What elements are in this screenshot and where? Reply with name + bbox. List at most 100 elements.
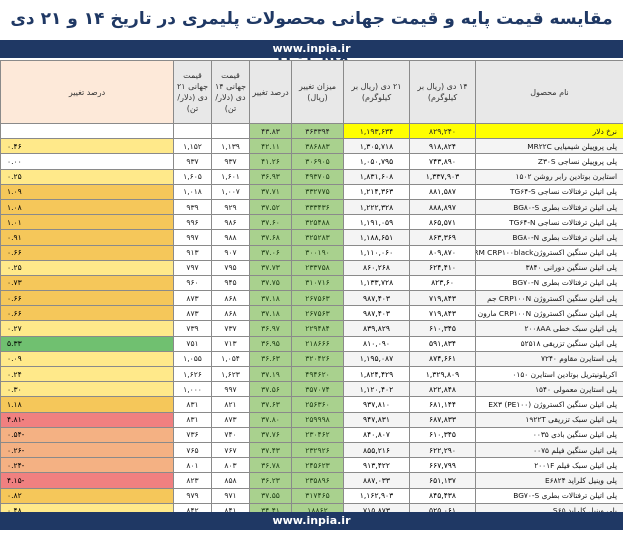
product-name-cell: پلی استایرن مقاوم ۷۲۴۰	[475, 350, 623, 368]
world-price-14-cell: ۸۶۸	[211, 290, 250, 307]
change-amount-cell: ۳۰۰۱۹۰	[291, 244, 344, 261]
price-14-cell: ۵۹۱,۸۳۴	[409, 335, 476, 352]
table-row: پلی اتیلن ترفتالات بطری BG۸۰-S ۸۸۸,۸۹۷ ۱,۲…	[0, 198, 623, 216]
world-price-21-cell: ۷۵۱	[173, 335, 212, 352]
change-amount-cell: ۲۳۲۹۲۶	[291, 441, 344, 459]
price-21-cell: ۱,۱۲۰,۴۰۲	[343, 381, 410, 398]
world-price-21-cell: ۷۳۹	[173, 320, 212, 337]
product-name-cell: پلی اتیلن سبک خطی ۲۰۰۸AA	[475, 320, 623, 337]
header-price-14: ۱۴ دی (ریال بر کیلوگرم)	[409, 60, 476, 124]
change-amount-cell: ۳۲۰۴۲۶	[291, 350, 344, 368]
header-world-change-percent: درصد تغییر	[0, 60, 174, 124]
price-14-cell: ۶۲۴,۴۱۰	[409, 259, 476, 276]
price-21-cell: ۹۸۷,۴۰۳	[343, 305, 410, 322]
table-row: پلی اتیلن سبک تزریقی ۱۹۲۲T ۶۸۷,۸۳۳ ۹۴۷,۸۳۱…	[0, 411, 623, 428]
world-price-14-cell: ۷۶۷	[211, 441, 250, 459]
header-world-price-21: قیمت جهانی ۲۱ دی (دلار/تن)	[173, 60, 212, 124]
change-percent-cell: ۳۷.۶۸	[249, 229, 292, 246]
product-name-cell: پلی اتیلن ترفتالات نساجی TG۶۴-N	[475, 214, 623, 231]
table-row: پلی پروپیلن شیمیایی MR۲۲C ۹۱۸,۸۲۴ ۱,۳۰۵,۷۱…	[0, 138, 623, 155]
price-14-cell: ۶۱۰,۳۴۵	[409, 320, 476, 337]
change-percent-cell: ۳۶.۷۸	[249, 457, 292, 474]
header-price-21: ۲۱ دی (ریال بر کیلوگرم)	[343, 60, 410, 124]
world-price-21-cell: ۱,۱۵۲	[173, 138, 212, 155]
world-price-14-cell: ۹۸۸	[211, 229, 250, 246]
price-14-cell: ۸۲۳,۶۰	[409, 274, 476, 292]
change-percent-cell: ۳۶.۹۳	[249, 168, 292, 185]
table-row: پلی اتیلن سنگین اکستروژن EX۳ (PE۱۰۰) ۶۸۱,…	[0, 396, 623, 413]
world-change-percent-cell: ۱.۰۱	[0, 214, 174, 231]
world-price-21-cell: ۷۹۷	[173, 259, 212, 276]
world-change-percent-cell: ۰.۰۹	[0, 350, 174, 368]
world-price-14-cell: ۸۰۳	[211, 457, 250, 474]
world-change-percent-cell: ۰.۷۳	[0, 274, 174, 292]
product-name-cell: پلی اتیلن سنگین اکستروژنARM CRP۱۰۰black	[475, 244, 623, 261]
world-price-14-cell: ۹۴۵	[211, 274, 250, 292]
world-change-percent-cell: ۰.۶۶	[0, 290, 174, 307]
change-percent-cell: ۴۱.۲۶	[249, 153, 292, 170]
header-product-name: نام محصول	[475, 60, 623, 124]
world-price-14-cell: ۹۹۷	[211, 381, 250, 398]
price-21-cell: ۱,۸۳۱,۶۰۸	[343, 168, 410, 185]
table-row: پلی اتیلن سنگین تزریقی ۵۲۵۱۸ ۵۹۱,۸۳۴ ۸۱۰,۰…	[0, 335, 623, 352]
change-percent-cell: ۳۷.۸۰	[249, 411, 292, 428]
product-name-cell: پلی اتیلن ترفتالات بطری BG۷۰-N	[475, 274, 623, 292]
table-row: پلی اتیلن سبک خطی ۲۰۰۸AA ۶۱۰,۳۴۵ ۸۳۹,۸۲۹ ۲۲…	[0, 320, 623, 337]
world-price-21-cell: ۹۷۹	[173, 487, 212, 504]
page-title: مقایسه قیمت پایه و قیمت جهانی محصولات پل…	[0, 0, 623, 67]
world-change-percent-cell: ۰.۴۶	[0, 138, 174, 155]
world-price-14-cell: ۸۲۱	[211, 396, 250, 413]
price-21-cell: ۱,۰۵۰,۷۹۵	[343, 153, 410, 170]
price-14-cell: ۷۱۹,۸۴۳	[409, 290, 476, 307]
table-row: پلی استایرن معمولی ۱۵۴۰ ۸۲۲,۸۴۸ ۱,۱۲۰,۴۰۲ ۳…	[0, 381, 623, 398]
product-name-cell: پلی اتیلن سنگین فیلم ۰۰۷۵	[475, 441, 623, 459]
table-row: پلی وینیل کلراید E۶۸۲۴ ۶۵۱,۱۳۷ ۸۸۷,۰۳۳ ۲۳۵۸…	[0, 472, 623, 489]
world-price-21-cell: ۹۳۷	[173, 153, 212, 170]
world-price-21-cell: ۸۷۳	[173, 290, 212, 307]
change-percent-cell: ۳۷.۱۸	[249, 305, 292, 322]
price-14-cell: ۸۰۹,۸۷۰	[409, 244, 476, 261]
change-percent-cell: ۳۶.۹۵	[249, 335, 292, 352]
change-amount-cell: ۲۵۶۳۶۰	[291, 396, 344, 413]
product-name-cell: پلی اتیلن سنگین اکستروژن EX۳ (PE۱۰۰)	[475, 396, 623, 413]
change-amount-cell: ۴۹۳۷۰۵	[291, 168, 344, 185]
world-price-21-cell: ۸۷۳	[173, 305, 212, 322]
price-21-cell: ۱,۱۹۱,۰۵۹	[343, 214, 410, 231]
product-name-cell: پلی اتیلن سنگین اکستروژن CRP۱۰۰N مارون	[475, 305, 623, 322]
world-price-14-cell: ۷۳۷	[211, 320, 250, 337]
table-row: پلی اتیلن ترفتالات بطری BG۷۰-S ۸۴۵,۴۳۸ ۱,۱…	[0, 487, 623, 504]
change-percent-cell: ۳۷.۴۳	[249, 441, 292, 459]
world-change-percent-cell: -۰.۲۶	[0, 441, 174, 459]
world-price-14-cell: ۹۳۷	[211, 153, 250, 170]
price-21-cell: ۱,۲۱۴,۳۶۳	[343, 183, 410, 200]
world-change-percent-cell: ۰.۸۲	[0, 487, 174, 504]
price-14-cell: ۶۸۷,۸۳۳	[409, 411, 476, 428]
world-price-14-cell: ۱,۱۳۹	[211, 138, 250, 155]
change-percent-cell: ۳۷.۰۶	[249, 244, 292, 261]
product-name-cell: پلی اتیلن سنگین بادی ۰۰۳۵	[475, 426, 623, 443]
price-21-cell: ۹۱۳,۴۲۲	[343, 457, 410, 474]
world-price-21-cell: ۱,۶۲۶	[173, 365, 212, 383]
price-21-cell: ۱,۳۰۵,۷۱۸	[343, 138, 410, 155]
price-21-cell: ۹۴۷,۸۳۱	[343, 411, 410, 428]
price-14-cell: ۸۷۴,۶۶۱	[409, 350, 476, 368]
world-price-14-cell: ۷۴۰	[211, 426, 250, 443]
world-price-14-cell: ۸۷۳	[211, 411, 250, 428]
price-14-cell: ۸۸۸,۸۹۷	[409, 198, 476, 216]
world-price-21-cell: ۹۱۳	[173, 244, 212, 261]
price-21-cell: ۱,۲۲۲,۳۲۸	[343, 198, 410, 216]
dollar-rate-21: ۱,۱۹۳,۶۳۴	[343, 122, 410, 140]
dollar-empty-cell	[173, 122, 212, 140]
product-name-cell: پلی اتیلن سنگین اکستروژن CRP۱۰۰N جم	[475, 290, 623, 307]
world-price-14-cell: ۱,۶۰۱	[211, 168, 250, 185]
product-name-cell: پلی اتیلن ترفتالات نساجی TG۶۴-S	[475, 183, 623, 200]
world-price-21-cell: ۱,۶۰۵	[173, 168, 212, 185]
table-row: پلی اتیلن سبک فیلم ۲۰۰۱F ۶۶۷,۷۹۹ ۹۱۳,۴۲۲ ۲۴…	[0, 457, 623, 474]
table-row: پلی اتیلن سنگین اکستروژن CRP۱۰۰N مارون ۷۱…	[0, 305, 623, 322]
table-row: پلی اتیلن ترفتالات بطری BG۷۰-N ۸۲۳,۶۰ ۱,۱۳…	[0, 274, 623, 292]
world-change-percent-cell: -۰.۲۴	[0, 457, 174, 474]
world-change-percent-cell: -۴.۸۱	[0, 411, 174, 428]
price-14-cell: ۶۱۰,۳۴۵	[409, 426, 476, 443]
price-14-cell: ۶۸۱,۱۴۴	[409, 396, 476, 413]
